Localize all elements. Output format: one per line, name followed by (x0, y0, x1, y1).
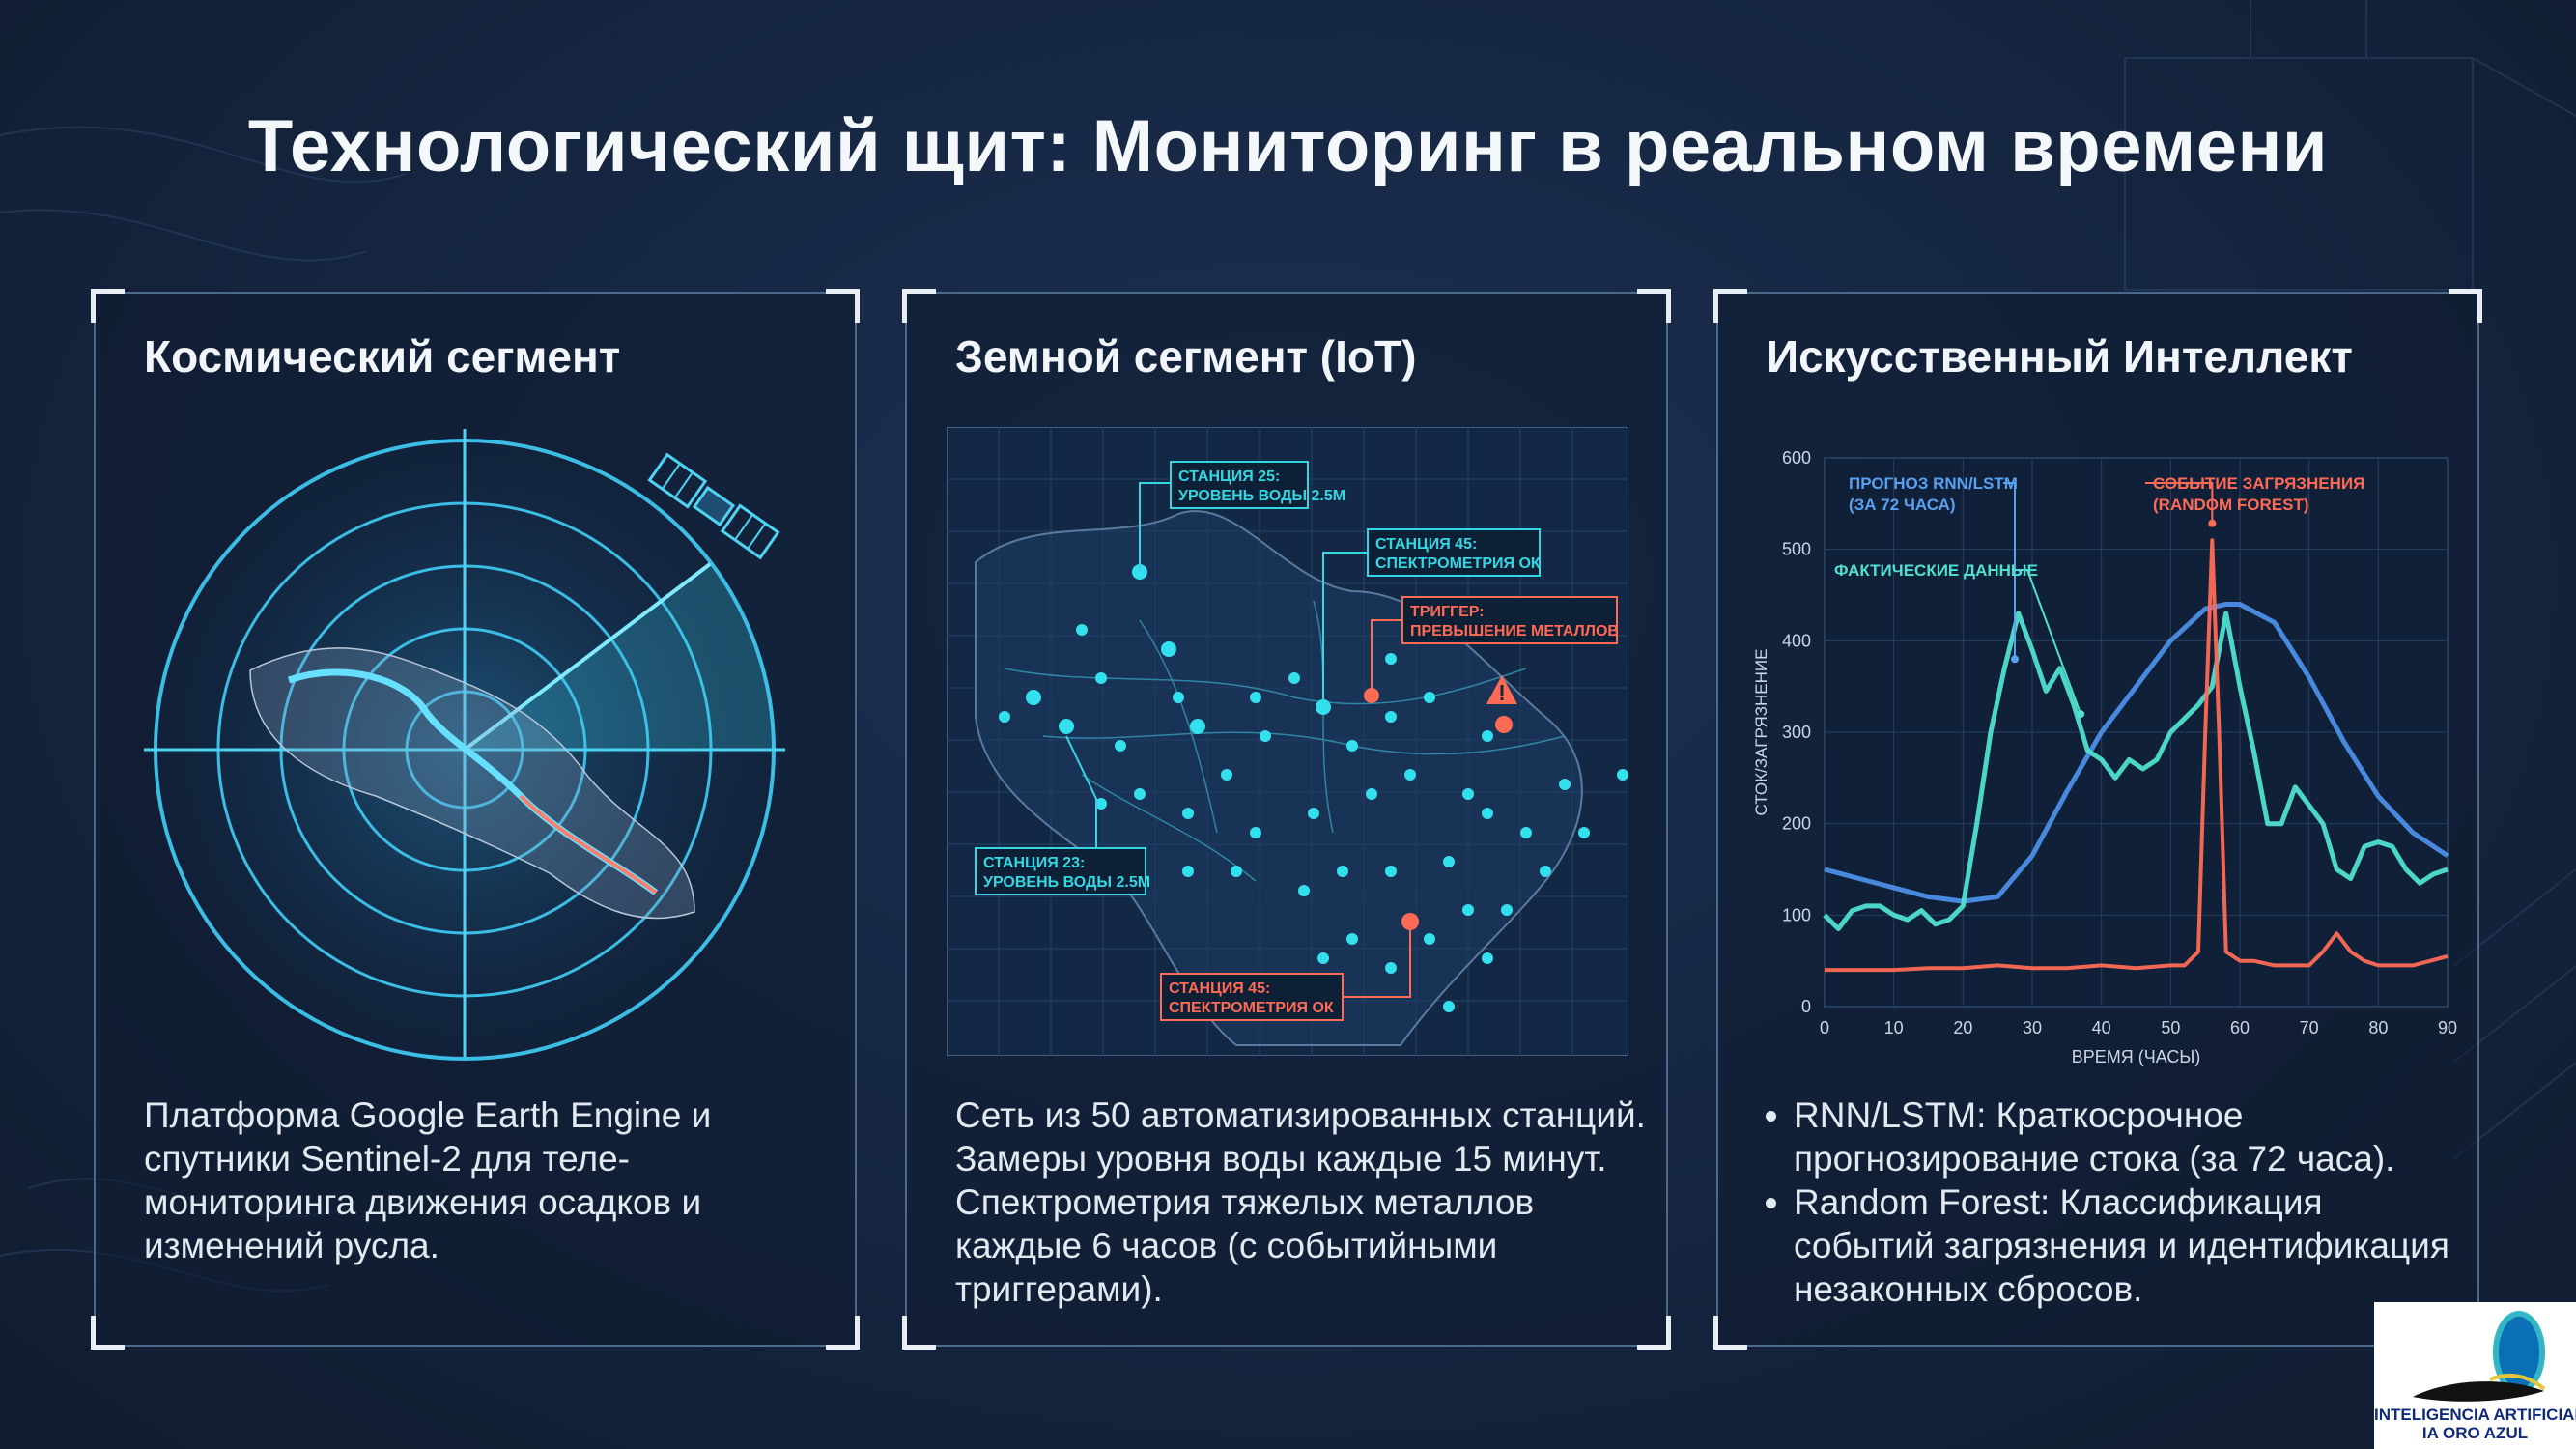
satellite-icon (647, 452, 780, 560)
chart-annotation-pollution: СОБЫТИЕ ЗАГРЯЗНЕНИЯ (2153, 474, 2364, 493)
chart-y-axis-label: СТОК/ЗАГРЯЗНЕНИЕ (1752, 649, 1770, 816)
svg-text:СТАНЦИЯ 45:: СТАНЦИЯ 45: (1169, 980, 1270, 997)
svg-text:ПРЕВЫШЕНИЕ МЕТАЛЛОВ: ПРЕВЫШЕНИЕ МЕТАЛЛОВ (1410, 623, 1619, 639)
map-label-station-25: СТАНЦИЯ 25: УРОВЕНЬ ВОДЫ 2.5M (1170, 461, 1345, 509)
chart-series-pollution (1825, 538, 2449, 973)
ai-bullet-rnn: RNN/LSTM: Краткосрочное прогнозирование … (1794, 1094, 2462, 1180)
svg-text:СТАНЦИЯ 23:: СТАНЦИЯ 23: (983, 855, 1085, 871)
chart-x-tick-label: 20 (1953, 1018, 1972, 1037)
svg-text:УРОВЕНЬ ВОДЫ 2.5M: УРОВЕНЬ ВОДЫ 2.5M (983, 874, 1150, 891)
ground-segment-title: Земной сегмент (IoT) (955, 331, 1417, 382)
chart-annotation-dot (2011, 655, 2019, 664)
svg-text:СТАНЦИЯ 25:: СТАНЦИЯ 25: (1178, 469, 1280, 485)
chart-y-tick-label: 0 (1801, 997, 1811, 1016)
svg-text:ТРИГГЕР:: ТРИГГЕР: (1410, 604, 1485, 620)
radar-icon (144, 429, 785, 1061)
ai-panel: Искусственный Интеллект 0 10 20 30 40 50 60 70 8… (1713, 289, 2482, 1350)
warning-icon (1486, 675, 1517, 704)
chart-y-tick-label: 200 (1782, 814, 1811, 834)
chart-y-tick-label: 400 (1782, 631, 1811, 650)
chart-annotation-leader (2013, 569, 2082, 715)
ground-segment-panel: Земной сегмент (IoT) (902, 289, 1671, 1350)
ai-bullet-random-forest: Random Forest: Классификация событий заг… (1794, 1180, 2462, 1311)
chart-x-tick-label: 40 (2092, 1018, 2111, 1037)
map-label-station-23: СТАНЦИЯ 23: УРОВЕНЬ ВОДЫ 2.5M (975, 847, 1150, 895)
chart-annotation-dot (2077, 710, 2085, 719)
logo-line-2: IA ORO AZUL (2421, 1424, 2529, 1442)
svg-text:СТАНЦИЯ 45:: СТАНЦИЯ 45: (1375, 536, 1477, 553)
page-title: Технологический щит: Мониторинг в реальн… (247, 105, 2329, 187)
chart-x-tick-label: 80 (2368, 1018, 2388, 1037)
map-label-station-45-bottom: СТАНЦИЯ 45: СПЕКТРОМЕТРИЯ ОК (1160, 973, 1344, 1021)
map-label-station-45-top: СТАНЦИЯ 45: СПЕКТРОМЕТРИЯ ОК (1367, 528, 1541, 577)
chart-annotation-pollution: (RANDOM FOREST) (2153, 496, 2308, 514)
forecast-chart: 0 10 20 30 40 50 60 70 80 90 0 100 200 300 400 500 600 ВР… (1752, 448, 2457, 1066)
chart-annotation-actual: ФАКТИЧЕСКИЕ ДАННЫЕ (1834, 561, 2038, 580)
svg-text:СПЕКТРОМЕТРИЯ ОК: СПЕКТРОМЕТРИЯ ОК (1169, 1000, 1334, 1016)
chart-series-actual (1823, 611, 2449, 931)
chart-x-tick-label: 50 (2161, 1018, 2180, 1037)
chart-annotation-dot (2208, 519, 2217, 527)
chart-annotation-leader (2003, 482, 2016, 660)
chart-y-tick-label: 100 (1782, 905, 1811, 924)
svg-text:СПЕКТРОМЕТРИЯ ОК: СПЕКТРОМЕТРИЯ ОК (1375, 555, 1541, 572)
chart-x-tick-label: 90 (2438, 1018, 2457, 1037)
brand-logo: INTELIGENCIA ARTIFICIAL IA ORO AZUL (2374, 1302, 2576, 1449)
space-segment-title: Космический сегмент (144, 331, 621, 382)
ground-segment-description: Сеть из 50 автоматизированных станций. З… (955, 1095, 1646, 1309)
chart-x-tick-label: 70 (2300, 1018, 2319, 1037)
chart-x-tick-label: 30 (2023, 1018, 2042, 1037)
space-segment-panel: Космический сегмент Платформа G (91, 289, 860, 1350)
chart-x-tick-label: 0 (1820, 1018, 1829, 1037)
chart-annotation-forecast: ПРОГНОЗ RNN/LSTM (1849, 474, 2018, 493)
logo-line-1: INTELIGENCIA ARTIFICIAL (2374, 1406, 2576, 1424)
ai-title: Искусственный Интеллект (1767, 331, 2353, 382)
chart-y-tick-label: 500 (1782, 540, 1811, 559)
map-label-trigger: ТРИГГЕР: ПРЕВЫШЕНИЕ МЕТАЛЛОВ (1401, 596, 1619, 644)
chart-x-tick-label: 60 (2230, 1018, 2250, 1037)
chart-annotation-forecast: (ЗА 72 ЧАСА) (1849, 496, 1956, 514)
chart-y-tick-label: 300 (1782, 723, 1811, 742)
ai-description: RNN/LSTM: Краткосрочное прогнозирование … (1767, 1094, 2462, 1311)
chart-x-tick-label: 10 (1884, 1018, 1904, 1037)
chart-x-axis-label: ВРЕМЯ (ЧАСЫ) (2072, 1047, 2201, 1066)
space-segment-description: Платформа Google Earth Engine и спутники… (144, 1095, 712, 1265)
chart-series-forecast (1824, 602, 2449, 904)
svg-text:УРОВЕНЬ ВОДЫ 2.5M: УРОВЕНЬ ВОДЫ 2.5M (1178, 488, 1345, 504)
station-map: СТАНЦИЯ 25: УРОВЕНЬ ВОДЫ 2.5M СТАНЦИЯ 45… (947, 427, 1628, 1056)
chart-y-tick-label: 600 (1782, 448, 1811, 468)
chart-annotation-leader (2145, 482, 2214, 524)
logo-icon (2413, 1311, 2546, 1402)
